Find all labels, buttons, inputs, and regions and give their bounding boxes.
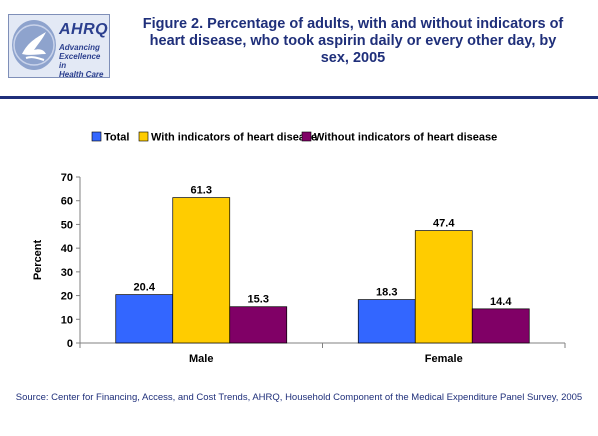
y-tick-label: 70 bbox=[61, 172, 73, 184]
hhs-eagle-seal-icon bbox=[12, 20, 56, 70]
header-divider bbox=[0, 96, 598, 99]
data-label-female-with-indicators-of-heart-disease: 47.4 bbox=[433, 218, 455, 230]
bar-female-with-indicators-of-heart-disease bbox=[414, 230, 473, 344]
source-note: Source: Center for Financing, Access, an… bbox=[15, 392, 583, 403]
tagline-line-1: Advancing bbox=[59, 43, 100, 52]
legend-label-without-indicators-of-heart-disease: Without indicators of heart disease bbox=[314, 132, 497, 144]
figure-title: Figure 2. Percentage of adults, with and… bbox=[142, 16, 564, 66]
data-label-male-total: 20.4 bbox=[134, 282, 156, 294]
tagline-line-3: Health Care bbox=[59, 70, 104, 79]
bar-female-total bbox=[357, 299, 416, 344]
y-tick-label: 50 bbox=[61, 219, 73, 231]
bar-male-total bbox=[115, 294, 174, 344]
y-tick-label: 10 bbox=[61, 314, 73, 326]
data-label-male-without-indicators-of-heart-disease: 15.3 bbox=[248, 294, 269, 306]
x-category-label-female: Female bbox=[425, 353, 463, 365]
legend-swatch-total bbox=[91, 131, 102, 142]
legend-swatch-with-indicators-of-heart-disease bbox=[138, 131, 149, 142]
y-tick-label: 60 bbox=[61, 196, 73, 208]
legend-label-with-indicators-of-heart-disease: With indicators of heart disease bbox=[151, 132, 317, 144]
y-tick-label: 40 bbox=[61, 243, 73, 255]
legend-swatch-without-indicators-of-heart-disease bbox=[301, 131, 312, 142]
bar-female-without-indicators-of-heart-disease bbox=[471, 308, 530, 344]
data-label-male-with-indicators-of-heart-disease: 61.3 bbox=[191, 185, 212, 197]
tagline-line-2: Excellence in bbox=[59, 52, 101, 70]
y-tick-label: 0 bbox=[67, 338, 73, 350]
bar-male-with-indicators-of-heart-disease bbox=[172, 197, 231, 344]
data-label-female-without-indicators-of-heart-disease: 14.4 bbox=[490, 296, 512, 308]
y-axis-title: Percent bbox=[32, 239, 44, 280]
ahrq-wordmark: AHRQ bbox=[59, 21, 109, 38]
x-category-label-male: Male bbox=[189, 353, 213, 365]
data-label-female-total: 18.3 bbox=[376, 287, 397, 299]
figure-header: AHRQ Advancing Excellence in Health Care… bbox=[0, 0, 598, 96]
bar-male-without-indicators-of-heart-disease bbox=[229, 306, 288, 344]
legend-label-total: Total bbox=[104, 132, 129, 144]
ahrq-tagline: Advancing Excellence in Health Care bbox=[59, 43, 109, 79]
ahrq-logo: AHRQ Advancing Excellence in Health Care bbox=[8, 14, 110, 79]
y-tick-label: 20 bbox=[61, 291, 73, 303]
y-tick-label: 30 bbox=[61, 267, 73, 279]
